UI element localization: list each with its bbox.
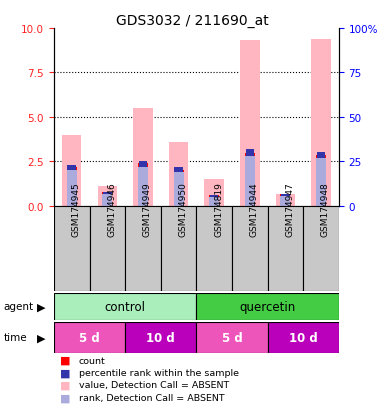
Text: time: time xyxy=(4,332,27,343)
Bar xyxy=(196,322,268,353)
Text: ▶: ▶ xyxy=(37,332,45,343)
Bar xyxy=(102,195,112,206)
Bar xyxy=(67,171,77,206)
Text: GDS3032 / 211690_at: GDS3032 / 211690_at xyxy=(116,14,269,28)
Text: GSM174948: GSM174948 xyxy=(321,182,330,236)
Bar xyxy=(103,192,112,195)
Bar xyxy=(240,41,259,207)
Bar xyxy=(97,187,117,206)
Bar xyxy=(245,153,255,157)
Bar xyxy=(54,206,90,291)
Bar xyxy=(67,166,76,171)
Text: ■: ■ xyxy=(60,392,70,402)
Bar xyxy=(281,195,290,197)
Bar xyxy=(268,206,303,291)
Bar xyxy=(209,197,219,206)
Bar xyxy=(316,155,326,159)
Bar xyxy=(54,293,196,320)
Bar xyxy=(133,109,153,206)
Bar xyxy=(138,164,148,167)
Bar xyxy=(174,170,184,173)
Text: GSM174947: GSM174947 xyxy=(285,182,295,236)
Text: ■: ■ xyxy=(60,380,70,390)
Text: 10 d: 10 d xyxy=(289,331,318,344)
Text: GSM174950: GSM174950 xyxy=(179,182,187,236)
Bar xyxy=(138,167,148,206)
Bar xyxy=(174,168,183,173)
Text: GSM174945: GSM174945 xyxy=(72,182,81,236)
Text: 5 d: 5 d xyxy=(79,331,100,344)
Bar xyxy=(245,157,255,206)
Bar xyxy=(174,173,184,206)
Text: control: control xyxy=(105,300,146,313)
Text: count: count xyxy=(79,356,105,365)
Bar xyxy=(54,322,125,353)
Bar xyxy=(280,197,290,206)
Bar xyxy=(67,168,77,171)
Text: GSM174946: GSM174946 xyxy=(107,182,116,236)
Text: rank, Detection Call = ABSENT: rank, Detection Call = ABSENT xyxy=(79,393,224,402)
Bar xyxy=(102,193,112,195)
Bar xyxy=(246,150,254,157)
Bar xyxy=(139,162,147,167)
Bar xyxy=(90,206,125,291)
Text: percentile rank within the sample: percentile rank within the sample xyxy=(79,368,239,377)
Bar xyxy=(317,153,325,159)
Text: 10 d: 10 d xyxy=(146,331,175,344)
Text: GSM174819: GSM174819 xyxy=(214,182,223,236)
Bar xyxy=(209,195,219,197)
Text: ■: ■ xyxy=(60,355,70,365)
Bar xyxy=(62,135,82,206)
Text: GSM174949: GSM174949 xyxy=(143,182,152,236)
Bar xyxy=(232,206,268,291)
Bar xyxy=(316,159,326,206)
Bar xyxy=(125,322,196,353)
Text: 5 d: 5 d xyxy=(222,331,242,344)
Text: value, Detection Call = ABSENT: value, Detection Call = ABSENT xyxy=(79,380,229,389)
Bar xyxy=(196,206,232,291)
Bar xyxy=(268,322,339,353)
Bar xyxy=(161,206,196,291)
Bar xyxy=(303,206,339,291)
Text: ▶: ▶ xyxy=(37,301,45,312)
Bar xyxy=(196,293,339,320)
Text: ■: ■ xyxy=(60,368,70,377)
Text: quercetin: quercetin xyxy=(239,300,296,313)
Bar xyxy=(280,195,290,197)
Bar xyxy=(204,180,224,206)
Text: agent: agent xyxy=(4,301,34,312)
Bar xyxy=(210,195,218,197)
Bar xyxy=(276,194,295,206)
Bar xyxy=(311,40,331,206)
Text: GSM174944: GSM174944 xyxy=(250,182,259,236)
Bar xyxy=(125,206,161,291)
Bar xyxy=(169,142,188,206)
